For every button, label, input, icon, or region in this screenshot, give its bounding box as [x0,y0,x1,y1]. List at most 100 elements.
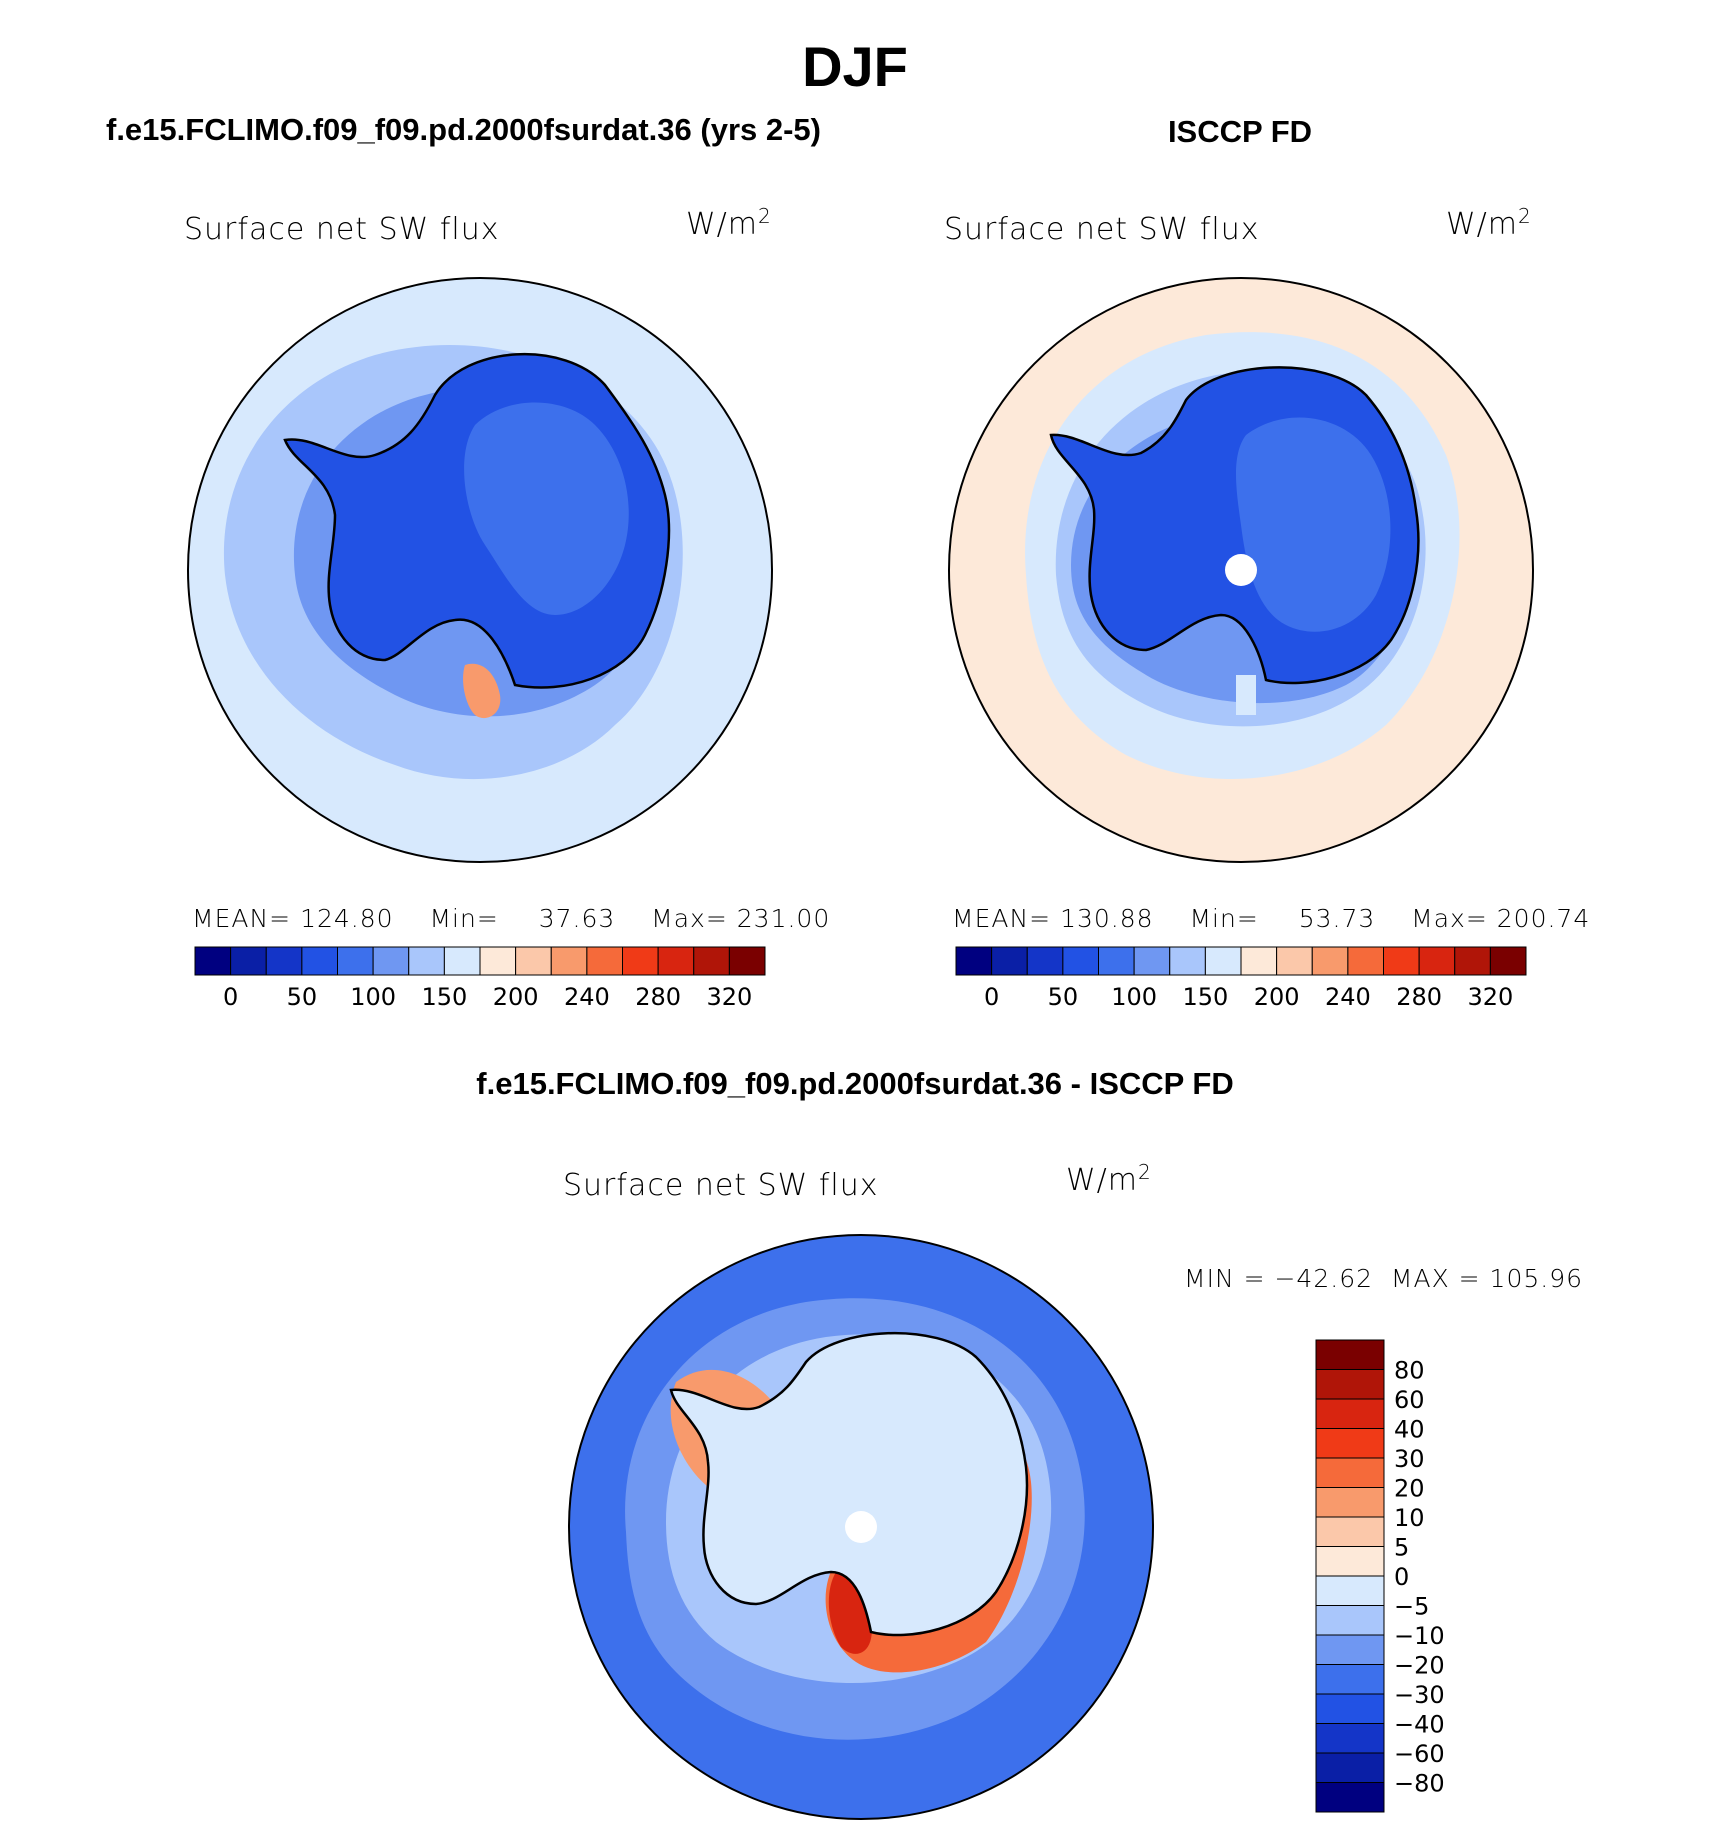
obs-mean-label: MEAN= [952,904,1052,933]
obs-colorbar-box [1240,946,1278,976]
diff-units-exp: 2 [1138,1160,1152,1184]
diff-colorbar-tick-label: −30 [1394,1681,1445,1709]
diff-colorbar-tick-label: 5 [1394,1534,1409,1562]
obs-polar-map [948,277,1534,863]
diff-pole-hole [845,1511,877,1543]
model-colorbar-box [550,946,588,976]
obs-max-label: Max= [1411,904,1488,933]
diff-colorbar-tick-label: −20 [1394,1652,1445,1680]
diff-colorbar-tick-label: 10 [1394,1504,1425,1532]
obs-units-exp: 2 [1518,204,1532,228]
model-colorbar-box [622,946,659,976]
obs-max-value: 200.74 [1496,904,1591,933]
model-variable-title: Surface net SW flux [184,212,500,247]
diff-colorbar-box [1315,1516,1385,1547]
obs-ross-light-patch [1236,675,1256,715]
model-max-label: Max= [651,904,728,933]
diff-colorbar-tick-label: −80 [1394,1770,1445,1798]
obs-colorbar-box [1026,946,1064,976]
obs-stats: MEAN= 130.88 Min= 53.73 Max= 200.74 [952,904,1590,933]
diff-colorbar-tick-label: 40 [1394,1416,1425,1444]
obs-colorbar-box [1383,946,1420,976]
obs-units: W/m2 [1446,204,1532,242]
diff-colorbar-tick-label: −10 [1394,1622,1445,1650]
diff-panel-header: f.e15.FCLIMO.f09_f09.pd.2000fsurdat.36 -… [476,1066,1234,1101]
model-colorbar-tick-label: 280 [635,983,681,1011]
model-min-value: 37.63 [538,904,616,933]
diff-colorbar-tick-label: −60 [1394,1740,1445,1768]
diff-colorbar-box [1315,1575,1385,1606]
obs-colorbar-box [1169,946,1206,976]
model-max-value: 231.00 [736,904,831,933]
model-units-base: W/m [686,207,758,242]
model-colorbar-box [479,946,517,976]
obs-units-base: W/m [1446,207,1518,242]
model-map-border [187,277,773,863]
diff-colorbar-tick-label: 20 [1394,1475,1425,1503]
obs-colorbar-tick-label: 50 [1048,983,1079,1011]
model-stats: MEAN= 124.80 Min= 37.63 Max= 231.00 [192,904,830,933]
diff-polar-map [568,1234,1154,1820]
model-colorbar-tick-label: 200 [493,983,539,1011]
obs-colorbar-box [1204,946,1242,976]
model-colorbar-box [443,946,481,976]
diff-colorbar-box [1315,1605,1385,1636]
obs-colorbar: 0 50 100 150 200 240 280 320 [955,946,1527,1011]
diff-colorbar-tick-label: −5 [1394,1593,1429,1621]
model-colorbar-box [657,946,695,976]
model-colorbar-tick-label: 240 [564,983,610,1011]
model-colorbar-box [301,946,338,976]
obs-colorbar-box [1347,946,1384,976]
model-colorbar-box [372,946,410,976]
diff-colorbar-box [1315,1369,1385,1400]
obs-min-label: Min= [1189,904,1259,933]
diff-colorbar-tick-label: 0 [1394,1563,1409,1591]
model-units-exp: 2 [758,204,772,228]
obs-mean-value: 130.88 [1060,904,1154,933]
obs-map-border [948,277,1534,863]
model-colorbar-box [230,946,267,976]
model-warm-patch-ross [463,663,501,719]
model-plateau-fill [464,402,629,615]
diff-range-text: MIN = −42.62 MAX = 105.96 [1184,1264,1584,1293]
obs-colorbar-tick-label: 320 [1467,983,1513,1011]
diff-colorbar-tick-label: 80 [1394,1357,1425,1385]
diff-colorbar-box [1315,1634,1385,1665]
obs-pole-hole [1225,554,1257,586]
diff-colorbar-tick-label: 60 [1394,1386,1425,1414]
model-colorbar-box [408,946,445,976]
obs-colorbar-tick-label: 200 [1254,983,1300,1011]
diff-variable-title: Surface net SW flux [563,1168,879,1203]
obs-colorbar-box [1133,946,1171,976]
model-colorbar-tick-label: 50 [287,983,318,1011]
model-colorbar-tick-label: 0 [223,983,238,1011]
model-min-label: Min= [429,904,499,933]
obs-colorbar-box [1454,946,1491,976]
model-colorbar-tick-label: 150 [421,983,467,1011]
diff-antarctica-fill [671,1333,1027,1636]
obs-colorbar-box [991,946,1028,976]
obs-colorbar-box [955,946,993,976]
model-colorbar-box [586,946,623,976]
obs-colorbar-tick-label: 240 [1325,983,1371,1011]
season-title: DJF [802,35,908,98]
model-colorbar-tick-label: 320 [706,983,752,1011]
diff-colorbar-box [1315,1457,1385,1488]
obs-plateau-fill [1236,417,1391,632]
diff-colorbar-box [1315,1752,1385,1783]
diff-colorbar-box [1315,1546,1385,1577]
obs-variable-title: Surface net SW flux [944,212,1260,247]
obs-colorbar-box [1098,946,1135,976]
obs-min-value: 53.73 [1298,904,1376,933]
diff-colorbar-tick-label: −40 [1394,1711,1445,1739]
model-colorbar-tick-label: 100 [350,983,396,1011]
model-mean-label: MEAN= [192,904,292,933]
obs-colorbar-box [1489,946,1527,976]
diff-colorbar-box [1315,1664,1385,1695]
diff-colorbar-box [1315,1428,1385,1459]
obs-colorbar-box [1062,946,1099,976]
model-colorbar: 0 50 100 150 200 240 280 320 [194,946,766,1011]
model-colorbar-box [337,946,374,976]
model-mean-value: 124.80 [300,904,394,933]
obs-colorbar-tick-label: 0 [984,983,999,1011]
